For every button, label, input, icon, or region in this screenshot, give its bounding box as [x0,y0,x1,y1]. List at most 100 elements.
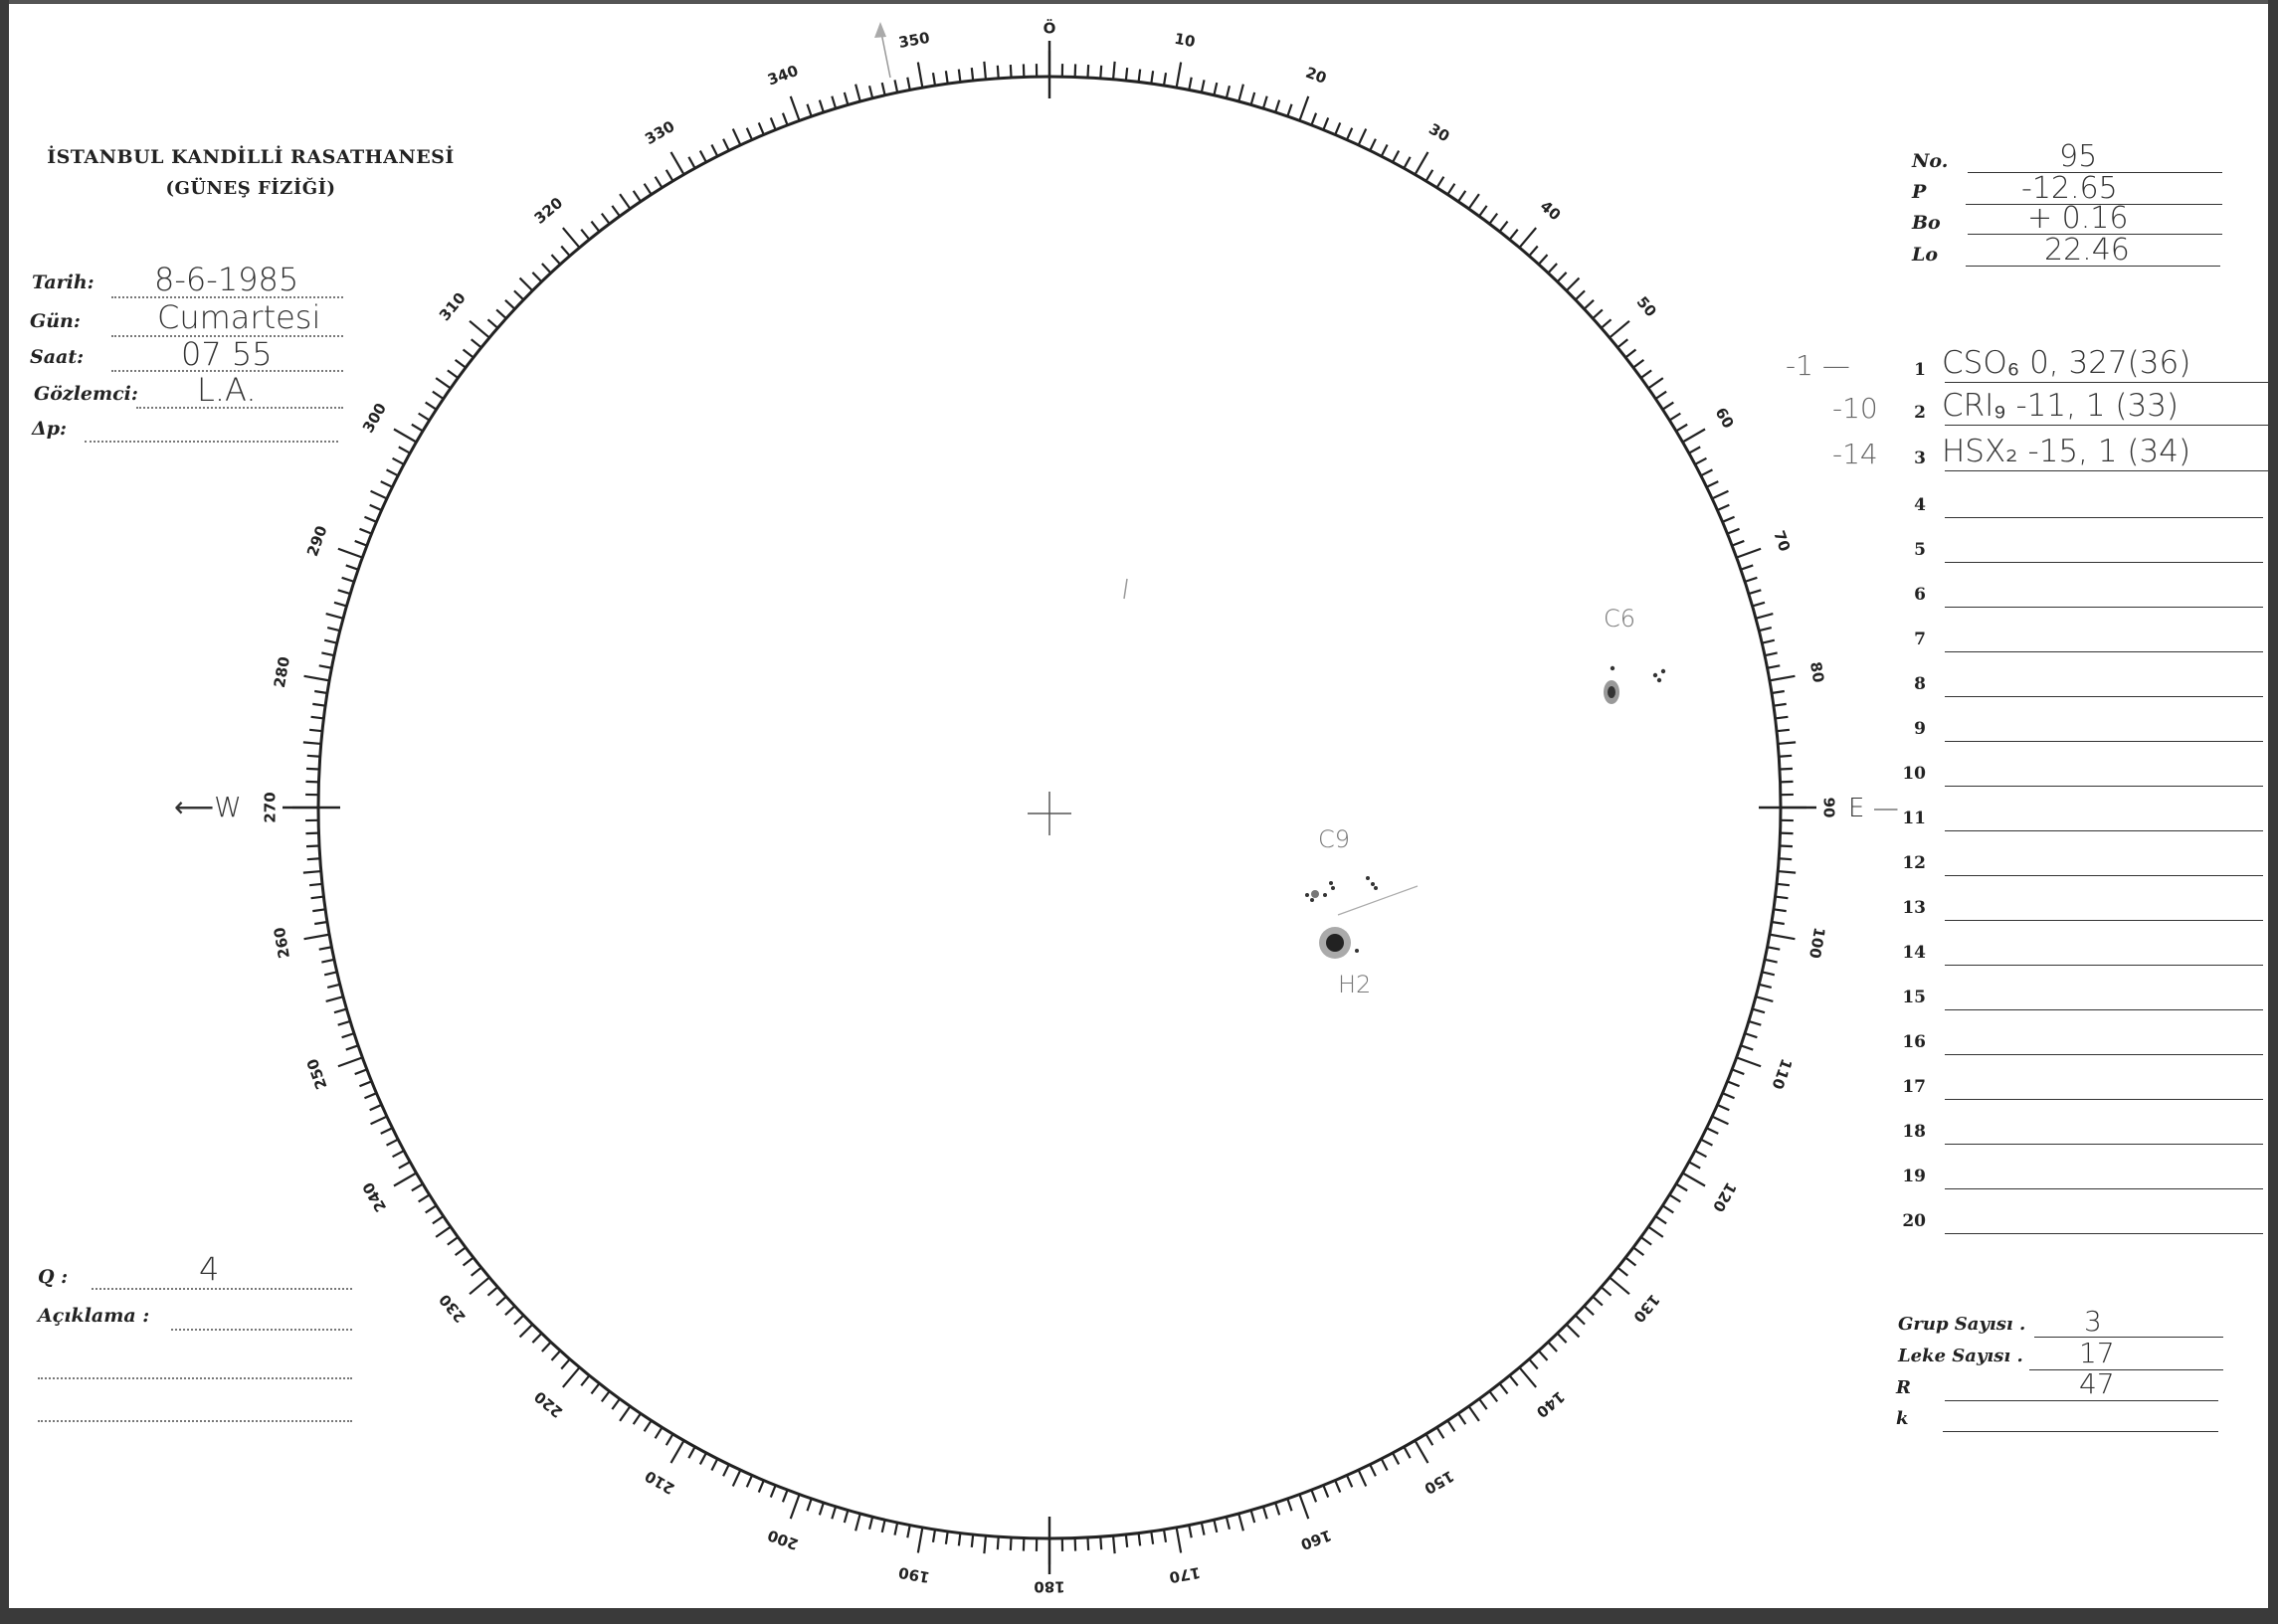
scale-tick [1111,1535,1116,1554]
r-field[interactable] [1945,1400,2218,1401]
scan-border-bottom [0,1608,2278,1624]
group-row-field[interactable] [1945,920,2263,921]
scale-tick [789,1494,801,1520]
group-row-number: 2 [1914,403,1926,423]
group-row-field[interactable] [1945,651,2263,652]
p-value: -12.65 [2021,171,2118,206]
scale-tick [983,61,988,80]
scale-tick [906,1525,911,1538]
scale-label: 160 [1298,1526,1334,1553]
scale-tick [1778,741,1797,746]
scan-border-top [0,0,2278,4]
date-field[interactable] [111,296,343,298]
scale-tick [669,151,685,176]
pencil-mark [1123,578,1128,600]
group-row-field[interactable] [1945,830,2263,831]
scale-tick [1639,369,1652,379]
p-field[interactable] [1966,204,2222,205]
scale-tick [957,69,962,83]
scale-tick [1478,1397,1488,1410]
scale-tick [1435,176,1445,189]
sunspot-pore [1652,672,1658,678]
scale-tick [931,73,937,87]
scale-tick [386,468,399,477]
group-row-field[interactable] [1945,382,2268,383]
scale-tick [1286,1498,1293,1512]
q-field[interactable] [92,1288,352,1290]
scale-tick [471,1266,482,1277]
group-row-field[interactable] [1945,786,2263,787]
group-row-number: 8 [1914,674,1926,694]
scale-tick [418,1193,431,1203]
day-field[interactable] [111,335,343,337]
scale-tick [323,971,338,977]
remark-field-1[interactable] [171,1329,352,1331]
scale-tick [345,564,359,571]
scale-tick [1249,1510,1256,1524]
scale-tick [1583,1305,1595,1316]
scale-tick [769,1485,777,1498]
group-row-field[interactable] [1945,1233,2263,1234]
group-row-field[interactable] [1945,1099,2263,1100]
scale-tick [1688,1161,1701,1170]
remark-field-3[interactable] [38,1420,352,1422]
group-row-field[interactable] [1945,696,2263,697]
group-row-field[interactable] [1945,741,2263,742]
group-row-field[interactable] [1945,1144,2263,1145]
group-row-field[interactable] [1945,875,2263,876]
scale-tick [880,1519,886,1534]
scale-tick [1736,547,1762,559]
scale-tick [1616,1266,1628,1277]
scale-tick [1600,1286,1613,1297]
group-row-field[interactable] [1945,965,2263,966]
group-count-field[interactable] [2034,1337,2223,1338]
scale-tick [1727,1080,1740,1088]
scale-tick [1213,1519,1219,1534]
group-row-field[interactable] [1945,517,2263,518]
remark-field-2[interactable] [38,1377,352,1379]
scale-label: 250 [303,1056,331,1092]
scale-tick [1508,229,1519,241]
scale-tick [333,601,347,608]
scale-tick [326,983,341,990]
spot-count-field[interactable] [2029,1369,2223,1370]
scale-tick [1124,1534,1129,1548]
spot-group-label-c6: C6 [1604,605,1636,632]
group-row-number: 5 [1914,540,1926,560]
group-row-field[interactable] [1945,607,2263,608]
scale-tick [831,95,838,109]
observer-field[interactable] [136,407,343,409]
spot-group-label-h2: H2 [1338,971,1372,998]
scale-tick [731,1469,742,1487]
scale-tick [314,920,328,926]
scale-tick [818,1502,825,1516]
scale-tick [1632,1246,1645,1257]
scale-tick [906,77,911,90]
scale-tick [1518,227,1538,249]
q-value: 4 [199,1250,220,1288]
group-row-field[interactable] [1945,562,2263,563]
lo-field[interactable] [1966,266,2220,267]
k-field[interactable] [1943,1431,2218,1432]
scale-tick [310,715,324,720]
no-field[interactable] [1968,172,2222,173]
scale-tick [619,193,632,210]
scale-tick [1565,1323,1581,1339]
scale-tick [722,1464,730,1477]
scale-tick [1498,220,1509,233]
bo-field[interactable] [1968,234,2222,235]
time-field[interactable] [111,370,343,372]
scale-tick [1414,1439,1429,1464]
group-row-field[interactable] [1945,425,2268,426]
group-row-field[interactable] [1945,1054,2263,1055]
scale-tick [471,338,482,349]
delta-p-field[interactable] [85,441,338,443]
group-row-field[interactable] [1945,1009,2263,1010]
group-row-field[interactable] [1945,470,2268,471]
scale-tick [435,377,452,390]
scale-tick [1274,1502,1281,1516]
scale-tick [1009,1536,1013,1551]
scale-tick [745,127,754,140]
group-row-field[interactable] [1945,1188,2263,1189]
scale-tick [1668,1193,1681,1203]
